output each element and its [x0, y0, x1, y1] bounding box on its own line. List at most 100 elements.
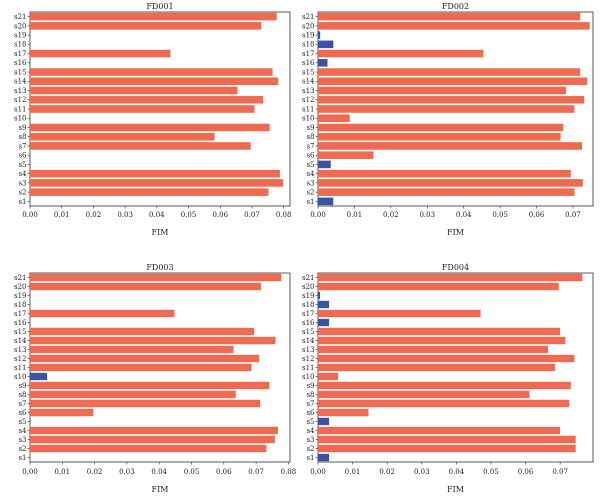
bar-s12: [318, 354, 575, 363]
y-tick-label-s20: s20: [302, 22, 315, 30]
x-tick-label: 0.01: [347, 211, 363, 219]
y-tick-label-s13: s13: [14, 87, 27, 95]
bar-s20: [30, 22, 262, 30]
bar-s8: [30, 390, 236, 399]
x-tick-label: 0.07: [565, 211, 581, 219]
y-tick-label-s16: s16: [14, 319, 27, 327]
panel-title: FD003: [146, 263, 173, 272]
y-tick-label-s8: s8: [18, 133, 26, 141]
bar-s13: [30, 86, 238, 95]
y-tick-label-s7: s7: [18, 400, 26, 408]
bar-s4: [30, 169, 280, 178]
x-tick-label: 0.06: [518, 468, 534, 476]
y-tick-label-s18: s18: [14, 301, 27, 309]
y-tick-label-s15: s15: [302, 328, 315, 336]
bar-s11: [30, 363, 252, 372]
panel-title: FD001: [146, 2, 173, 11]
y-tick-label-s9: s9: [306, 382, 314, 390]
y-tick-label-s13: s13: [302, 87, 315, 95]
x-tick-label: 0.08: [281, 468, 297, 476]
y-tick-label-s21: s21: [14, 13, 27, 21]
bar-s3: [30, 179, 284, 187]
y-tick-label-s17: s17: [302, 50, 315, 58]
y-tick-label-s17: s17: [14, 310, 27, 318]
y-tick-label-s14: s14: [302, 337, 315, 345]
x-tick-label: 0.05: [483, 468, 499, 476]
bar-s9: [30, 123, 270, 132]
bar-s9: [30, 381, 270, 390]
panel-title: FD002: [442, 2, 469, 11]
y-tick-label-s8: s8: [18, 391, 26, 399]
bar-s7: [318, 142, 583, 150]
bar-s10: [318, 114, 350, 123]
y-tick-label-s3: s3: [18, 436, 26, 444]
y-tick-label-s19: s19: [14, 292, 27, 300]
y-tick-label-s6: s6: [18, 152, 27, 160]
x-tick-label: 0.07: [248, 468, 264, 476]
bar-s10: [30, 372, 48, 381]
x-tick-label: 0.00: [310, 211, 326, 219]
y-tick-label-s21: s21: [302, 274, 315, 282]
bar-s7: [30, 399, 261, 408]
bar-s3: [318, 435, 576, 444]
bar-s15: [318, 68, 581, 76]
bar-s4: [30, 426, 279, 435]
x-tick-label: 0.01: [345, 468, 361, 476]
bar-s6: [318, 151, 374, 159]
x-tick-label: 0.08: [276, 211, 292, 219]
bar-s9: [318, 381, 571, 390]
panel-title: FD004: [442, 263, 469, 272]
bar-s12: [30, 95, 264, 104]
bar-s19: [318, 31, 321, 39]
x-tick-label: 0.05: [184, 468, 200, 476]
y-tick-label-s1: s1: [18, 454, 26, 462]
x-axis-label: FIM: [447, 485, 464, 494]
y-tick-label-s11: s11: [302, 364, 315, 372]
x-tick-label: 0.02: [379, 468, 395, 476]
bar-s13: [318, 86, 567, 95]
x-tick-label: 0.06: [212, 211, 228, 219]
y-tick-label-s17: s17: [14, 50, 27, 58]
bar-s14: [30, 77, 279, 86]
bar-s5: [318, 160, 331, 169]
y-tick-label-s7: s7: [18, 142, 26, 150]
y-tick-label-s18: s18: [302, 41, 315, 49]
x-tick-label: 0.05: [492, 211, 508, 219]
y-tick-label-s1: s1: [306, 198, 314, 206]
bar-s2: [30, 444, 267, 453]
bar-s15: [30, 327, 255, 336]
x-axis-label: FIM: [152, 485, 169, 494]
x-axis-label: FIM: [447, 228, 464, 237]
x-tick-label: 0.01: [54, 211, 70, 219]
y-tick-label-s3: s3: [306, 436, 314, 444]
y-tick-label-s6: s6: [18, 409, 27, 417]
bar-s15: [318, 327, 561, 336]
y-tick-label-s10: s10: [302, 373, 315, 381]
bar-s21: [318, 273, 583, 282]
bar-s7: [30, 142, 251, 150]
x-tick-label: 0.03: [117, 211, 133, 219]
bar-s19: [318, 291, 321, 300]
x-tick-label: 0.04: [151, 468, 167, 476]
bar-s21: [318, 12, 581, 21]
y-tick-label-s20: s20: [302, 283, 315, 291]
y-tick-label-s18: s18: [302, 301, 315, 309]
y-tick-label-s10: s10: [14, 115, 27, 123]
y-tick-label-s6: s6: [306, 152, 315, 160]
y-tick-label-s2: s2: [306, 189, 314, 197]
x-tick-label: 0.05: [181, 211, 197, 219]
bar-s12: [30, 354, 259, 363]
x-tick-label: 0.06: [216, 468, 232, 476]
y-tick-label-s4: s4: [306, 170, 315, 178]
y-tick-label-s12: s12: [302, 355, 315, 363]
y-tick-label-s18: s18: [14, 41, 27, 49]
y-tick-label-s9: s9: [306, 124, 314, 132]
y-tick-label-s12: s12: [302, 96, 315, 104]
y-tick-label-s11: s11: [14, 364, 27, 372]
bar-s11: [30, 105, 255, 113]
bar-s9: [318, 123, 564, 132]
bar-s15: [30, 68, 273, 76]
bar-s8: [318, 390, 530, 399]
bar-s11: [318, 105, 575, 113]
